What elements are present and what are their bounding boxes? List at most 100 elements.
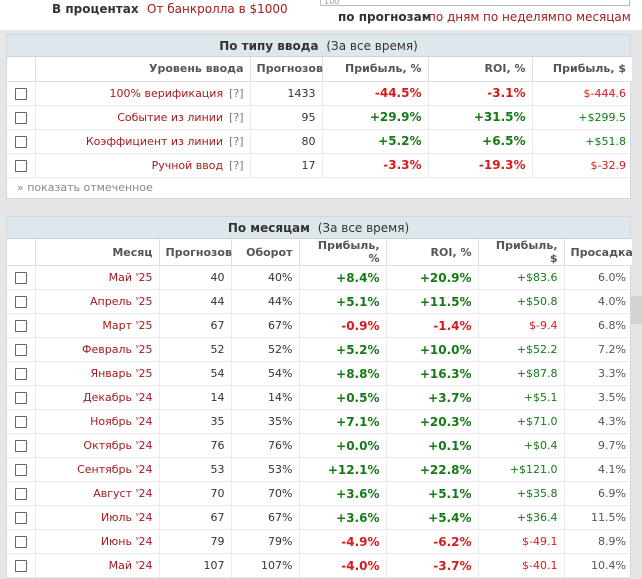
drawdown-value: 4.3%	[564, 409, 632, 434]
scrollbar-thumb[interactable]	[631, 296, 642, 324]
row-checkbox[interactable]	[14, 159, 27, 172]
profit-pct-value: -4.0%	[299, 553, 387, 578]
turnover-value: 52%	[231, 337, 300, 362]
entry-level-label[interactable]: Ручной ввод	[151, 158, 224, 172]
col-turnover[interactable]: Оборот	[231, 239, 300, 266]
profit-pct-value: +5.1%	[299, 289, 387, 314]
col-month[interactable]: Месяц	[35, 239, 160, 266]
help-link[interactable]: [?]	[229, 158, 244, 172]
col-profit-usd[interactable]: Прибыль, $	[532, 57, 632, 82]
profit-pct-value: +8.4%	[299, 265, 387, 290]
help-link[interactable]: [?]	[229, 110, 244, 124]
row-checkbox[interactable]	[14, 87, 27, 100]
month-label[interactable]: Февраль '25	[35, 337, 160, 362]
profit-usd-value: $-9.4	[478, 313, 565, 338]
help-link[interactable]: [?]	[229, 86, 244, 100]
month-label[interactable]: Май '25	[35, 265, 160, 290]
entry-level-label[interactable]: Событие из линии	[117, 110, 224, 124]
profit-pct-value: +5.2%	[299, 337, 387, 362]
table-row: Апрель '25 44 44% +5.1% +11.5% +$50.8 4.0%	[7, 289, 632, 314]
col-predictions[interactable]: Прогнозов	[159, 239, 232, 266]
entry-level-cell: Коэффициент из линии [?]	[35, 129, 251, 154]
checkbox-cell	[7, 505, 36, 530]
row-checkbox[interactable]	[14, 416, 27, 428]
col-predictions[interactable]: Прогнозов	[250, 57, 323, 82]
predictions-count: 70	[159, 481, 232, 506]
roi-value: +0.1%	[386, 433, 479, 458]
show-selected-link[interactable]: » показать отмеченное	[17, 180, 153, 194]
row-checkbox[interactable]	[14, 440, 27, 452]
col-entry-level[interactable]: Уровень ввода	[35, 57, 251, 82]
row-checkbox[interactable]	[14, 368, 27, 380]
month-label[interactable]: Сентябрь '24	[35, 457, 160, 482]
bankroll-input[interactable]: 100	[320, 0, 630, 6]
period-by-weeks[interactable]: по неделям	[483, 10, 557, 24]
month-label[interactable]: Август '24	[35, 481, 160, 506]
turnover-value: 70%	[231, 481, 300, 506]
col-drawdown[interactable]: Просадка	[564, 239, 633, 266]
row-checkbox[interactable]	[14, 135, 27, 148]
predictions-count: 1433	[250, 81, 323, 106]
predictions-count: 67	[159, 505, 232, 530]
month-label[interactable]: Апрель '25	[35, 289, 160, 314]
help-link[interactable]: [?]	[229, 134, 244, 148]
month-label[interactable]: Март '25	[35, 313, 160, 338]
row-checkbox[interactable]	[14, 560, 27, 572]
panel-subtitle: (За все время)	[317, 221, 410, 235]
checkbox-cell	[7, 529, 36, 554]
predictions-count: 80	[250, 129, 323, 154]
option-from-bankroll[interactable]: От банкролла в $1000	[147, 2, 288, 16]
roi-value: +3.7%	[386, 385, 479, 410]
row-checkbox[interactable]	[14, 464, 27, 476]
row-checkbox[interactable]	[14, 392, 27, 404]
by-month-table: Месяц Прогнозов Оборот Прибыль, % ROI, %…	[7, 239, 633, 578]
profit-usd-value: +$36.4	[478, 505, 565, 530]
period-by-days[interactable]: по дням	[428, 10, 480, 24]
turnover-value: 14%	[231, 385, 300, 410]
col-roi[interactable]: ROI, %	[386, 239, 479, 266]
month-label[interactable]: Июль '24	[35, 505, 160, 530]
profit-pct-value: -3.3%	[322, 153, 429, 178]
table-row: Март '25 67 67% -0.9% -1.4% $-9.4 6.8%	[7, 313, 632, 338]
entry-level-label[interactable]: 100% верификация	[109, 86, 224, 100]
profit-pct-value: -4.9%	[299, 529, 387, 554]
month-label[interactable]: Январь '25	[35, 361, 160, 386]
col-roi[interactable]: ROI, %	[428, 57, 533, 82]
row-checkbox[interactable]	[14, 344, 27, 356]
drawdown-value: 6.9%	[564, 481, 632, 506]
entry-level-label[interactable]: Коэффициент из линии	[85, 134, 224, 148]
month-label[interactable]: Май '24	[35, 553, 160, 578]
row-checkbox[interactable]	[14, 536, 27, 548]
col-profit-pct[interactable]: Прибыль, %	[322, 57, 429, 82]
col-profit-pct[interactable]: Прибыль, %	[299, 239, 387, 266]
row-checkbox[interactable]	[14, 111, 27, 124]
entry-level-cell: Ручной ввод [?]	[35, 153, 251, 178]
period-by-months[interactable]: по месяцам	[557, 10, 631, 24]
profit-pct-value: +29.9%	[322, 105, 429, 130]
profit-usd-value: +$0.4	[478, 433, 565, 458]
row-checkbox[interactable]	[14, 512, 27, 524]
profit-pct-value: +3.6%	[299, 481, 387, 506]
month-label[interactable]: Октябрь '24	[35, 433, 160, 458]
drawdown-value: 3.5%	[564, 385, 632, 410]
profit-pct-value: +0.5%	[299, 385, 387, 410]
table-row: Июль '24 67 67% +3.6% +5.4% +$36.4 11.5%	[7, 505, 632, 530]
month-label[interactable]: Июнь '24	[35, 529, 160, 554]
checkbox-cell	[7, 129, 36, 154]
row-checkbox[interactable]	[14, 272, 27, 284]
month-label[interactable]: Декабрь '24	[35, 385, 160, 410]
roi-value: +5.1%	[386, 481, 479, 506]
checkbox-cell	[7, 457, 36, 482]
row-checkbox[interactable]	[14, 296, 27, 308]
table-row: Февраль '25 52 52% +5.2% +10.0% +$52.2 7.2%	[7, 337, 632, 362]
option-in-percent[interactable]: В процентах	[52, 2, 139, 16]
col-profit-usd[interactable]: Прибыль, $	[478, 239, 565, 266]
row-checkbox[interactable]	[14, 488, 27, 500]
month-label[interactable]: Ноябрь '24	[35, 409, 160, 434]
drawdown-value: 4.0%	[564, 289, 632, 314]
profit-usd-value: +$87.8	[478, 361, 565, 386]
profit-usd-value: +$5.1	[478, 385, 565, 410]
drawdown-value: 4.1%	[564, 457, 632, 482]
row-checkbox[interactable]	[14, 320, 27, 332]
period-by-predictions[interactable]: по прогнозам	[338, 10, 432, 24]
